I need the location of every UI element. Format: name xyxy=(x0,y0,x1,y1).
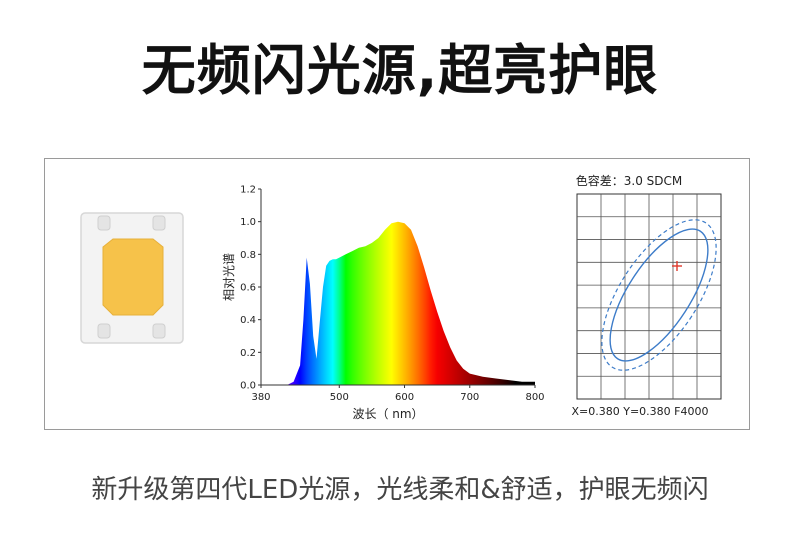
spectrum-y-ticks: 0.0 0.2 0.4 0.6 0.8 1.0 1.2 xyxy=(240,185,261,392)
spectrum-y-tick-label: 0.6 xyxy=(240,283,256,294)
spectrum-area-group xyxy=(261,221,535,385)
headline: 无频闪光源,超亮护眼 xyxy=(141,39,659,102)
led-pad-tr xyxy=(152,215,166,231)
led-pad-br xyxy=(152,323,166,339)
spectrum-x-tick-label: 500 xyxy=(330,392,349,403)
led-pad-tl xyxy=(97,215,111,231)
spectrum-y-tick-label: 1.2 xyxy=(240,185,256,196)
led-chip xyxy=(80,212,184,344)
spectrum-y-label: 相对光谱 xyxy=(222,253,236,301)
spectrum-x-label: 波长（ nm） xyxy=(352,407,423,421)
spectrum-y-tick-label: 0.0 xyxy=(240,381,256,392)
tolerance-ellipse-solid xyxy=(609,228,709,362)
led-phosphor xyxy=(102,238,164,316)
spectrum-y-tick-label: 1.0 xyxy=(240,217,256,228)
chromaticity-caption: X=0.380 Y=0.380 F4000 xyxy=(572,405,709,418)
spectrum-panel: 0.0 0.2 0.4 0.6 0.8 1.0 1.2 380 500 600 700 800 相对… xyxy=(44,158,750,430)
spectrum-x-tick-label: 700 xyxy=(460,392,479,403)
spectrum-y-tick-label: 0.4 xyxy=(240,315,256,326)
footer-caption: 新升级第四代LED光源，光线柔和&舒适，护眼无频闪 xyxy=(91,475,709,505)
spectrum-area xyxy=(261,221,535,385)
panel-svg: 0.0 0.2 0.4 0.6 0.8 1.0 1.2 380 500 600 700 800 相对… xyxy=(80,173,722,422)
spectrum-x-tick-label: 800 xyxy=(525,392,544,403)
chromaticity-point xyxy=(672,261,682,271)
spectrum-x-tick-label: 600 xyxy=(395,392,414,403)
color-tolerance-grid xyxy=(576,193,722,400)
color-tolerance-chart: 色容差：3.0 SDCM X=0.380 Y=0.380 F4000 xyxy=(572,173,722,418)
spectrum-chart: 0.0 0.2 0.4 0.6 0.8 1.0 1.2 380 500 600 700 800 相对… xyxy=(222,185,545,422)
spectrum-x-ticks: 380 500 600 700 800 xyxy=(251,385,545,403)
color-tolerance-title: 色容差：3.0 SDCM xyxy=(576,173,683,188)
tolerance-ellipse-dashed xyxy=(601,219,717,371)
led-pad-bl xyxy=(97,323,111,339)
spectrum-x-tick-label: 380 xyxy=(251,392,270,403)
spectrum-y-tick-label: 0.2 xyxy=(240,348,256,359)
spectrum-y-tick-label: 0.8 xyxy=(240,250,256,261)
